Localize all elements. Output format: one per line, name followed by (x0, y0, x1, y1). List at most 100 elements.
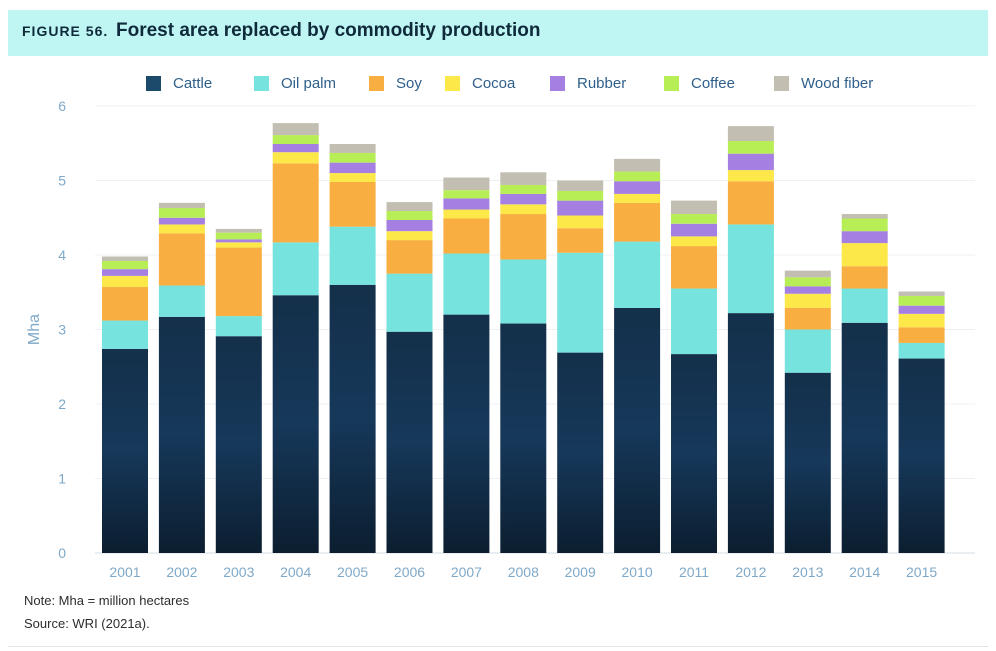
x-tick-label: 2014 (849, 564, 880, 580)
bar-rubber-2006 (386, 219, 433, 232)
bar-soy-2004 (272, 163, 319, 243)
bar-cattle-2012 (727, 313, 774, 553)
bar-oil-palm-2007 (443, 253, 490, 315)
bar-stack-2009 (557, 180, 604, 553)
bar-wood-fiber-2014 (841, 214, 888, 219)
legend-item-coffee: Coffee (664, 72, 735, 94)
bar-soy-2010 (614, 202, 661, 242)
bar-coffee-2002 (158, 208, 205, 218)
bar-oil-palm-2010 (614, 241, 661, 308)
bar-wood-fiber-2011 (671, 200, 717, 215)
bar-rubber-2001 (102, 269, 148, 276)
bar-cattle-2007 (443, 314, 490, 553)
y-tick-label: 1 (58, 471, 66, 487)
bar-rubber-2008 (500, 193, 547, 205)
bar-wood-fiber-2013 (784, 270, 831, 278)
bar-oil-palm-2002 (158, 285, 205, 317)
bar-soy-2005 (329, 181, 376, 227)
bar-coffee-2015 (898, 295, 945, 306)
bar-cattle-2009 (557, 352, 604, 553)
figure-label: FIGURE 56. (22, 23, 109, 39)
x-tick-label: 2011 (679, 564, 709, 580)
bar-oil-palm-2001 (102, 320, 148, 349)
bar-cocoa-2011 (671, 236, 717, 247)
bar-cattle-2014 (841, 322, 888, 553)
y-tick-label: 6 (58, 98, 66, 114)
legend-label: Soy (396, 74, 422, 92)
bar-stack-2001 (102, 256, 148, 553)
bar-wood-fiber-2004 (272, 123, 319, 136)
x-tick-label: 2008 (508, 564, 539, 580)
bar-oil-palm-2015 (898, 342, 945, 359)
bar-oil-palm-2008 (500, 259, 547, 324)
bar-cocoa-2003 (215, 242, 262, 248)
bar-soy-2011 (671, 246, 717, 289)
bar-wood-fiber-2008 (500, 172, 547, 185)
bar-coffee-2011 (671, 214, 717, 224)
legend-item-cattle: Cattle (146, 72, 212, 94)
bar-stack-2010 (614, 158, 661, 553)
legend-label: Coffee (691, 74, 735, 92)
bar-rubber-2002 (158, 217, 205, 225)
bar-oil-palm-2005 (329, 226, 376, 285)
bar-cattle-2011 (671, 354, 717, 553)
legend-item-cocoa: Cocoa (445, 72, 515, 94)
bar-coffee-2003 (215, 232, 262, 240)
bar-coffee-2013 (784, 277, 831, 287)
bar-coffee-2009 (557, 190, 604, 201)
bar-cattle-2008 (500, 323, 547, 553)
legend-swatch (445, 75, 460, 91)
bar-stack-2005 (329, 144, 376, 553)
bar-stack-2006 (386, 202, 433, 553)
x-tick-label: 2001 (109, 564, 140, 580)
bar-wood-fiber-2010 (614, 158, 661, 172)
legend-item-oil-palm: Oil palm (254, 72, 336, 94)
y-tick-label: 4 (58, 247, 66, 263)
x-tick-label: 2012 (735, 564, 766, 580)
x-tick-label: 2005 (337, 564, 368, 580)
bar-coffee-2008 (500, 184, 547, 194)
bar-cattle-2002 (158, 316, 205, 553)
bar-oil-palm-2004 (272, 242, 319, 296)
bar-coffee-2007 (443, 190, 490, 199)
bar-oil-palm-2006 (386, 273, 433, 332)
bar-cocoa-2010 (614, 193, 661, 203)
legend-swatch (774, 75, 789, 91)
bar-soy-2003 (215, 247, 262, 317)
x-tick-label: 2013 (792, 564, 823, 580)
bar-cocoa-2007 (443, 209, 490, 219)
legend-item-soy: Soy (369, 72, 422, 94)
bar-coffee-2014 (841, 218, 888, 232)
bar-cocoa-2009 (557, 215, 604, 229)
bar-stack-2014 (841, 214, 888, 553)
bar-stack-2002 (158, 202, 205, 553)
x-tick-label: 2009 (565, 564, 596, 580)
x-tick-label: 2015 (906, 564, 937, 580)
bar-cattle-2010 (614, 307, 661, 553)
legend-swatch (254, 75, 269, 91)
figure-header: FIGURE 56. Forest area replaced by commo… (8, 10, 988, 56)
bar-rubber-2015 (898, 305, 945, 314)
bar-wood-fiber-2005 (329, 144, 376, 153)
bar-coffee-2005 (329, 152, 376, 163)
bar-cattle-2005 (329, 284, 376, 553)
x-tick-label: 2006 (394, 564, 425, 580)
legend-label: Oil palm (281, 74, 337, 92)
bar-coffee-2012 (727, 141, 774, 154)
source-text: Source: WRI (2021a). (24, 616, 150, 631)
bar-cocoa-2008 (500, 204, 547, 215)
bar-stack-2011 (671, 200, 717, 553)
legend-swatch (664, 75, 679, 91)
bar-coffee-2001 (102, 260, 148, 270)
legend-swatch (369, 75, 384, 91)
bar-wood-fiber-2002 (158, 202, 205, 209)
bar-wood-fiber-2001 (102, 256, 148, 261)
bar-rubber-2010 (614, 181, 661, 194)
legend: Cattle Oil palm Soy Cocoa Rubber Coffee Wood f… (0, 72, 996, 94)
bar-stack-2004 (272, 123, 319, 553)
bar-soy-2007 (443, 218, 490, 254)
bar-rubber-2011 (671, 223, 717, 237)
x-tick-label: 2003 (223, 564, 254, 580)
bar-wood-fiber-2007 (443, 177, 490, 191)
bar-cocoa-2002 (158, 224, 205, 234)
